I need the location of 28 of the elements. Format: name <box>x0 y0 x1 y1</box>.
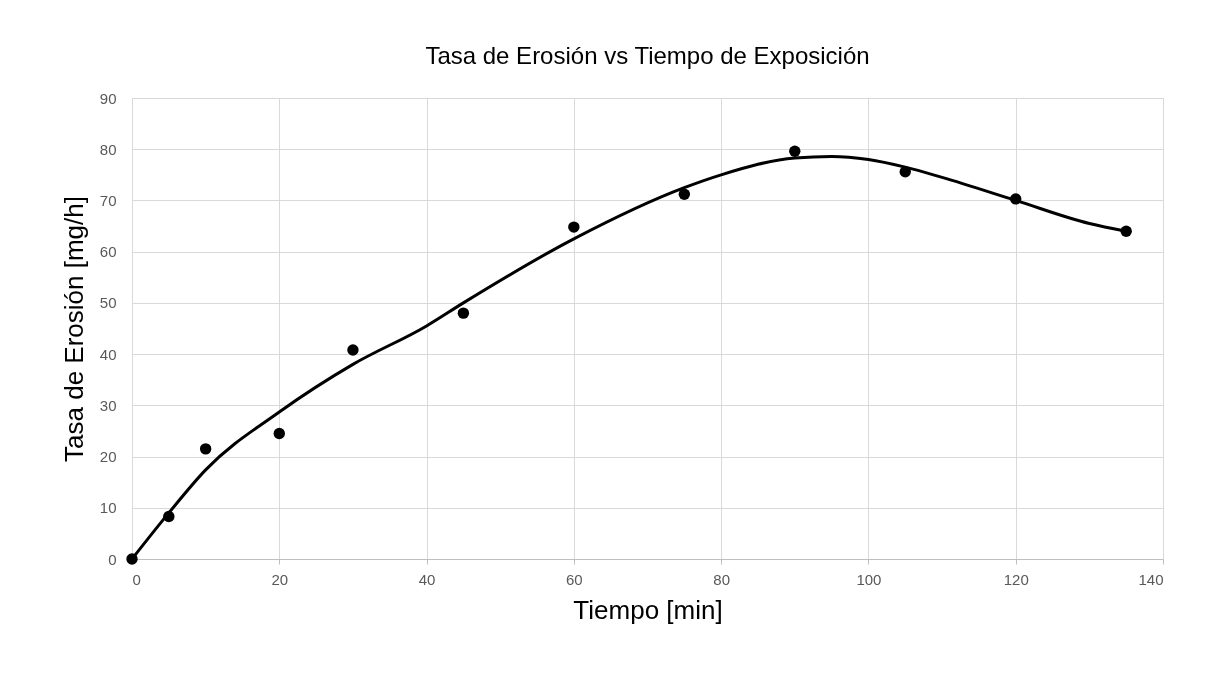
x-tick-label: 120 <box>1003 570 1029 588</box>
x-tick-label: 40 <box>418 570 436 588</box>
y-axis-title: Tasa de Erosión [mg/h] <box>58 196 89 462</box>
point <box>568 221 580 233</box>
x-tick-label: 80 <box>713 570 730 588</box>
y-tick-label: 60 <box>99 243 117 261</box>
y-tick-label: 30 <box>99 396 117 414</box>
y-tick-label: 20 <box>99 448 117 466</box>
x-tick-label: 0 <box>132 570 141 588</box>
y-tick-label: 50 <box>99 294 117 312</box>
x-tick-label: 140 <box>1138 570 1164 588</box>
point <box>273 427 285 440</box>
point <box>789 145 801 157</box>
x-tick-label: 20 <box>271 570 289 588</box>
x-tick-label: 100 <box>856 570 882 588</box>
y-tick-label: 90 <box>99 89 117 107</box>
x-axis-title: Tiempo [min] <box>573 594 723 625</box>
y-tick-label: 40 <box>99 345 117 363</box>
y-tick-label: 0 <box>108 550 117 568</box>
y-tick-label: 80 <box>99 140 117 158</box>
point <box>199 443 212 455</box>
point <box>347 344 359 356</box>
y-tick-label: 70 <box>99 191 117 209</box>
point <box>457 307 470 319</box>
chart-title: Tasa de Erosión vs Tiempo de Exposición <box>425 42 870 69</box>
x-tick-label: 60 <box>566 570 583 588</box>
y-tick-label: 10 <box>99 499 117 517</box>
point <box>678 188 691 200</box>
